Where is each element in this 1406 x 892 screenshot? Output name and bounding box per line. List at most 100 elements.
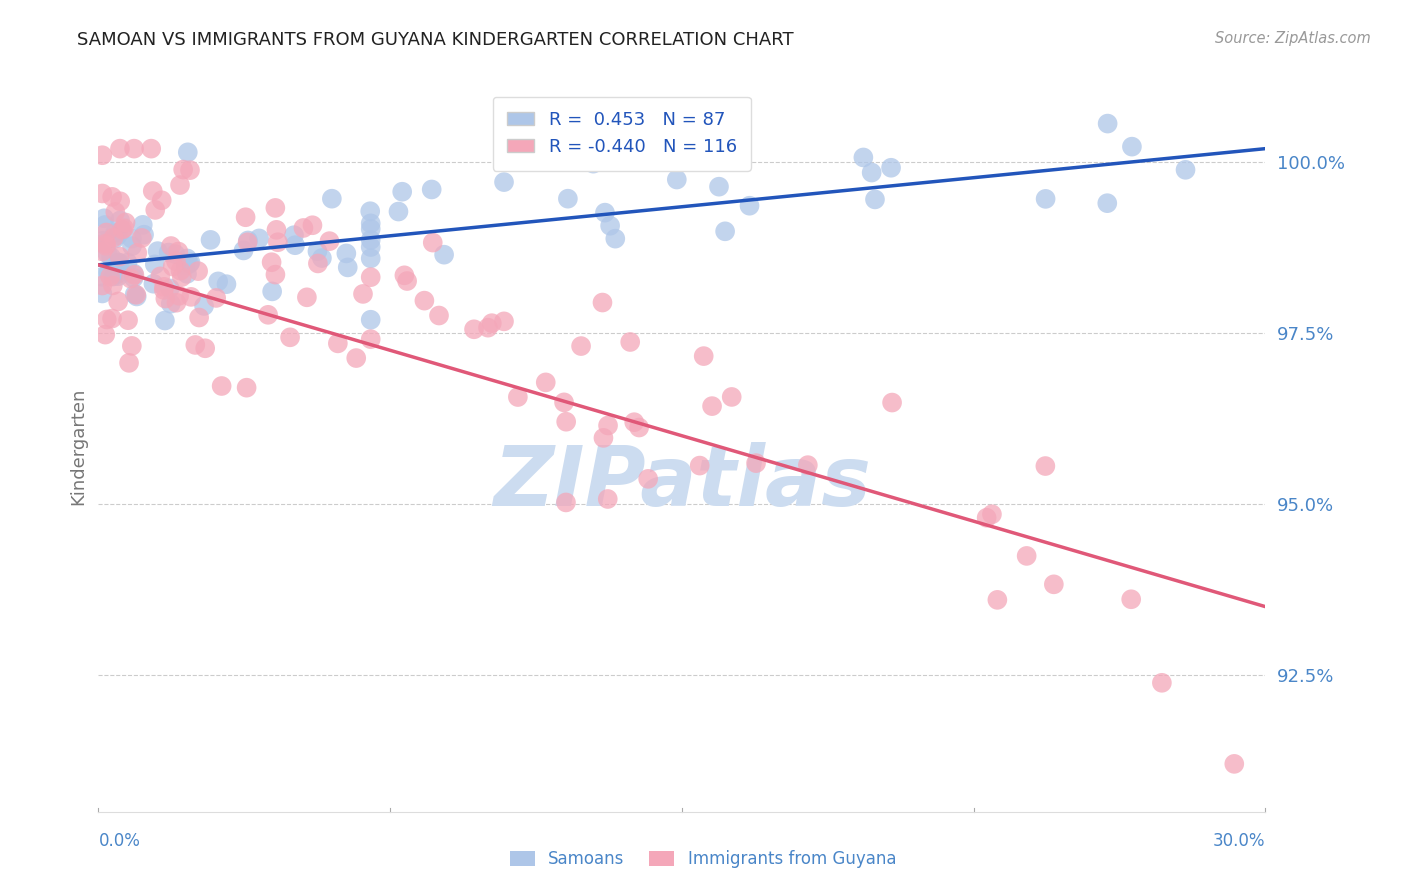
Point <box>176 267 198 281</box>
Point <box>596 418 619 433</box>
Point <box>1121 592 1143 607</box>
Point <box>194 341 217 355</box>
Point <box>101 278 124 293</box>
Point <box>637 472 659 486</box>
Legend: Samoans, Immigrants from Guyana: Samoans, Immigrants from Guyana <box>503 844 903 875</box>
Point <box>159 296 181 310</box>
Point <box>167 289 190 303</box>
Point <box>307 244 329 259</box>
Point <box>93 211 115 226</box>
Point <box>108 142 131 156</box>
Point <box>619 334 641 349</box>
Point <box>880 161 903 175</box>
Point <box>267 235 290 250</box>
Point <box>111 222 134 236</box>
Text: Source: ZipAtlas.com: Source: ZipAtlas.com <box>1215 31 1371 46</box>
Point <box>492 314 515 328</box>
Point <box>236 234 259 248</box>
Point <box>394 268 416 283</box>
Point <box>211 379 233 393</box>
Point <box>150 194 173 208</box>
Point <box>124 268 146 282</box>
Point <box>94 327 117 342</box>
Point <box>292 221 315 235</box>
Point <box>326 336 349 351</box>
Point <box>207 274 229 288</box>
Point <box>121 232 143 246</box>
Point <box>880 395 903 409</box>
Point <box>534 376 557 390</box>
Point <box>692 349 714 363</box>
Point <box>142 277 165 291</box>
Point <box>745 456 768 470</box>
Point <box>118 356 141 370</box>
Point <box>344 351 367 365</box>
Point <box>278 330 301 344</box>
Point <box>387 204 409 219</box>
Point <box>97 266 120 280</box>
Point <box>98 269 121 284</box>
Point <box>193 299 215 313</box>
Point <box>104 205 127 219</box>
Point <box>143 202 166 217</box>
Text: 0.0%: 0.0% <box>98 832 141 850</box>
Point <box>555 415 578 429</box>
Point <box>215 277 238 292</box>
Point <box>295 290 318 304</box>
Point <box>359 204 381 219</box>
Point <box>463 322 485 336</box>
Point <box>172 162 194 177</box>
Point <box>260 255 283 269</box>
Point <box>108 250 131 264</box>
Point <box>852 151 875 165</box>
Point <box>107 294 129 309</box>
Point <box>153 280 176 294</box>
Point <box>170 270 193 285</box>
Point <box>143 257 166 271</box>
Point <box>91 278 114 293</box>
Point <box>1043 577 1066 591</box>
Point <box>700 399 723 413</box>
Legend: R =  0.453   N = 87, R = -0.440   N = 116: R = 0.453 N = 87, R = -0.440 N = 116 <box>492 96 751 170</box>
Point <box>283 228 305 243</box>
Point <box>1121 139 1143 153</box>
Point <box>169 263 191 277</box>
Point <box>235 211 257 225</box>
Point <box>91 244 114 259</box>
Point <box>146 244 169 259</box>
Point <box>125 288 148 302</box>
Point <box>236 235 259 250</box>
Point <box>247 231 270 245</box>
Point <box>91 234 114 248</box>
Point <box>433 248 456 262</box>
Point <box>157 245 180 260</box>
Point <box>159 281 181 295</box>
Point <box>1150 675 1173 690</box>
Point <box>174 259 197 273</box>
Point <box>179 257 201 271</box>
Point <box>1174 162 1197 177</box>
Point <box>707 179 730 194</box>
Point <box>184 338 207 352</box>
Point <box>167 244 190 259</box>
Point <box>94 218 117 232</box>
Point <box>200 233 222 247</box>
Point <box>360 240 382 254</box>
Point <box>592 431 614 445</box>
Point <box>111 223 134 237</box>
Point <box>593 205 616 219</box>
Point <box>477 320 499 334</box>
Point <box>91 186 114 201</box>
Point <box>264 201 287 215</box>
Point <box>981 508 1004 522</box>
Point <box>108 194 131 209</box>
Point <box>114 215 136 229</box>
Y-axis label: Kindergarten: Kindergarten <box>69 387 87 505</box>
Point <box>101 190 124 204</box>
Point <box>125 289 148 303</box>
Point <box>141 142 163 156</box>
Point <box>100 250 122 264</box>
Point <box>422 235 444 250</box>
Point <box>108 256 131 270</box>
Point <box>592 295 614 310</box>
